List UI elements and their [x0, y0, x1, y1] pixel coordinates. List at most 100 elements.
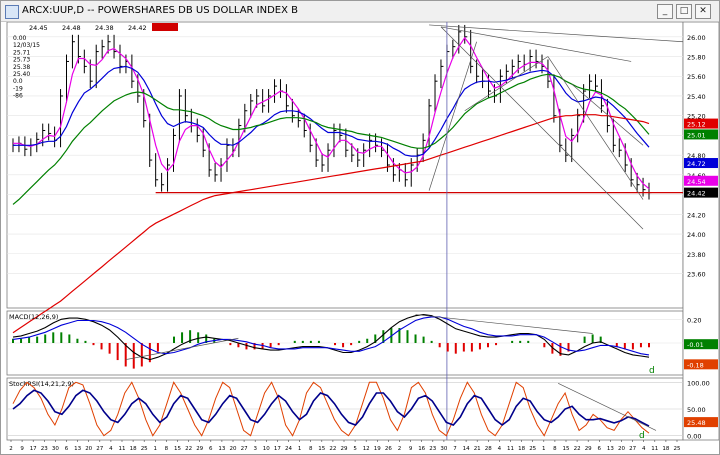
x-axis-tick-label: 15	[318, 446, 325, 452]
price-ma-slow-line	[12, 73, 650, 205]
x-axis-tick-label: 6	[65, 446, 69, 452]
x-axis-tick-label: 28	[485, 446, 492, 452]
price-value-badge-label: 24.42	[687, 190, 706, 198]
price-value-badge	[684, 187, 718, 198]
x-axis-tick-label: 17	[30, 446, 37, 452]
price-tick-label: 25.20	[687, 113, 706, 121]
price-value-badge-label: 25.12	[687, 121, 706, 129]
x-axis-tick-label: 1	[154, 446, 158, 452]
trend-line	[464, 56, 549, 112]
x-axis-tick-label: 25	[141, 446, 148, 452]
x-axis-tick-label: 27	[96, 446, 103, 452]
price-tick-label: 24.00	[687, 231, 706, 239]
x-axis-tick-label: 22	[185, 446, 192, 452]
price-ma-mid-line	[13, 65, 650, 157]
x-axis-tick-label: 23	[429, 446, 436, 452]
stochrsi-value-badge-label: 25.48	[687, 419, 706, 427]
close-button[interactable]: ✕	[695, 4, 711, 19]
price-value-badge	[684, 158, 718, 169]
macd-divergence-annotation: d	[649, 366, 655, 376]
price-value-badge	[684, 175, 718, 186]
trend-line	[428, 41, 477, 191]
stochrsi-value-badge	[684, 417, 718, 428]
x-axis-tick-label: 11	[651, 446, 658, 452]
x-axis-tick-label: 24	[285, 446, 292, 452]
x-axis-tick-label: 15	[563, 446, 570, 452]
stochrsi-tick-label: 50.00	[687, 406, 706, 414]
data-window-line: 12/03/15	[13, 42, 40, 49]
price-tick-label: 24.20	[687, 211, 706, 219]
stochrsi-signal-line	[12, 389, 650, 427]
window-title: ARCX:UUP,D -- POWERSHARES DB US DOLLAR I…	[22, 5, 299, 16]
stochrsi-tick-label: 0.00	[687, 433, 701, 441]
x-axis-tick-label: 21	[474, 446, 481, 452]
price-tick-label: 23.60	[687, 270, 706, 278]
last-price-box	[152, 23, 178, 31]
trend-line	[440, 26, 644, 230]
x-axis-tick-label: 10	[263, 446, 270, 452]
x-axis-tick-label: 29	[196, 446, 203, 452]
macd-signal-line	[12, 316, 650, 356]
price-value-badge-label: 25.01	[687, 131, 706, 139]
x-axis-tick-label: 15	[174, 446, 181, 452]
macd-trend-line	[125, 337, 239, 360]
x-axis-tick-label: 2	[9, 446, 13, 452]
macd-panel-title: MACD(12,26,9)	[9, 313, 58, 321]
x-axis-tick-label: 18	[662, 446, 669, 452]
x-axis-tick-label: 12	[363, 446, 370, 452]
x-axis-tick-label: 6	[209, 446, 213, 452]
x-axis-tick-label: 18	[130, 446, 137, 452]
trend-line	[571, 83, 644, 146]
price-value-badge-label: 24.54	[687, 178, 706, 186]
x-axis-tick-label: 7	[453, 446, 457, 452]
x-axis-tick-label: 23	[41, 446, 48, 452]
quote-value: 24.48	[62, 24, 81, 32]
x-axis-tick-label: 13	[74, 446, 81, 452]
stochrsi-panel-title: StochRSI(14,21,2,9)	[9, 380, 74, 388]
x-axis-tick-label: 16	[418, 446, 425, 452]
price-panel-frame	[6, 22, 684, 309]
stochrsi-trend-line	[557, 383, 657, 431]
price-value-badge-label: 24.72	[687, 160, 706, 168]
data-window-line: 0.00	[13, 35, 27, 42]
x-axis-tick-label: 22	[329, 446, 336, 452]
data-window-line: 0.0	[13, 78, 23, 85]
app-icon	[5, 5, 19, 19]
x-axis-tick-label: 27	[241, 446, 248, 452]
x-axis-tick-label: 29	[585, 446, 592, 452]
x-axis-tick-label: 20	[618, 446, 625, 452]
x-axis-tick-label: 22	[574, 446, 581, 452]
stochrsi-tick-label: 100.00	[687, 379, 710, 387]
price-ma-long-line	[12, 114, 650, 334]
x-axis-tick-label: 30	[52, 446, 59, 452]
stochrsi-line	[12, 381, 650, 437]
quote-value: 24.38	[95, 24, 114, 32]
x-axis-tick-label: 9	[409, 446, 413, 452]
x-axis-tick-label: 13	[218, 446, 225, 452]
x-axis-tick-label: 30	[440, 446, 447, 452]
macd-value-badge	[684, 339, 718, 350]
trend-line	[440, 26, 632, 62]
trend-line	[429, 24, 684, 43]
title-bar[interactable]: ARCX:UUP,D -- POWERSHARES DB US DOLLAR I…	[1, 1, 719, 22]
x-axis-tick-label: 4	[109, 446, 113, 452]
price-tick-label: 25.80	[687, 54, 706, 62]
x-axis-tick-label: 8	[309, 446, 313, 452]
chart-canvas[interactable]: MACD(12,26,9) d StochRSI(14,21,2,9) d 26.0…	[1, 22, 719, 454]
x-axis-tick-label: 20	[230, 446, 237, 452]
data-window-line: -19	[13, 85, 23, 92]
macd-tick-label: 0.20	[687, 316, 701, 324]
maximize-button[interactable]: □	[676, 4, 692, 19]
x-axis-tick-label: 4	[498, 446, 502, 452]
macd-line	[12, 314, 650, 361]
price-value-badge	[684, 118, 718, 129]
data-window-line: 25.71	[13, 49, 30, 56]
x-axis-tick-label: 25	[674, 446, 681, 452]
x-axis-tick-label: 6	[598, 446, 602, 452]
data-window-line: 25.73	[13, 57, 30, 64]
price-ma-fast-line	[13, 36, 650, 190]
x-axis-tick-label: 11	[507, 446, 514, 452]
x-axis-tick-label: 8	[553, 446, 557, 452]
x-axis-tick-label: 17	[274, 446, 281, 452]
minimize-button[interactable]: _	[657, 4, 673, 19]
